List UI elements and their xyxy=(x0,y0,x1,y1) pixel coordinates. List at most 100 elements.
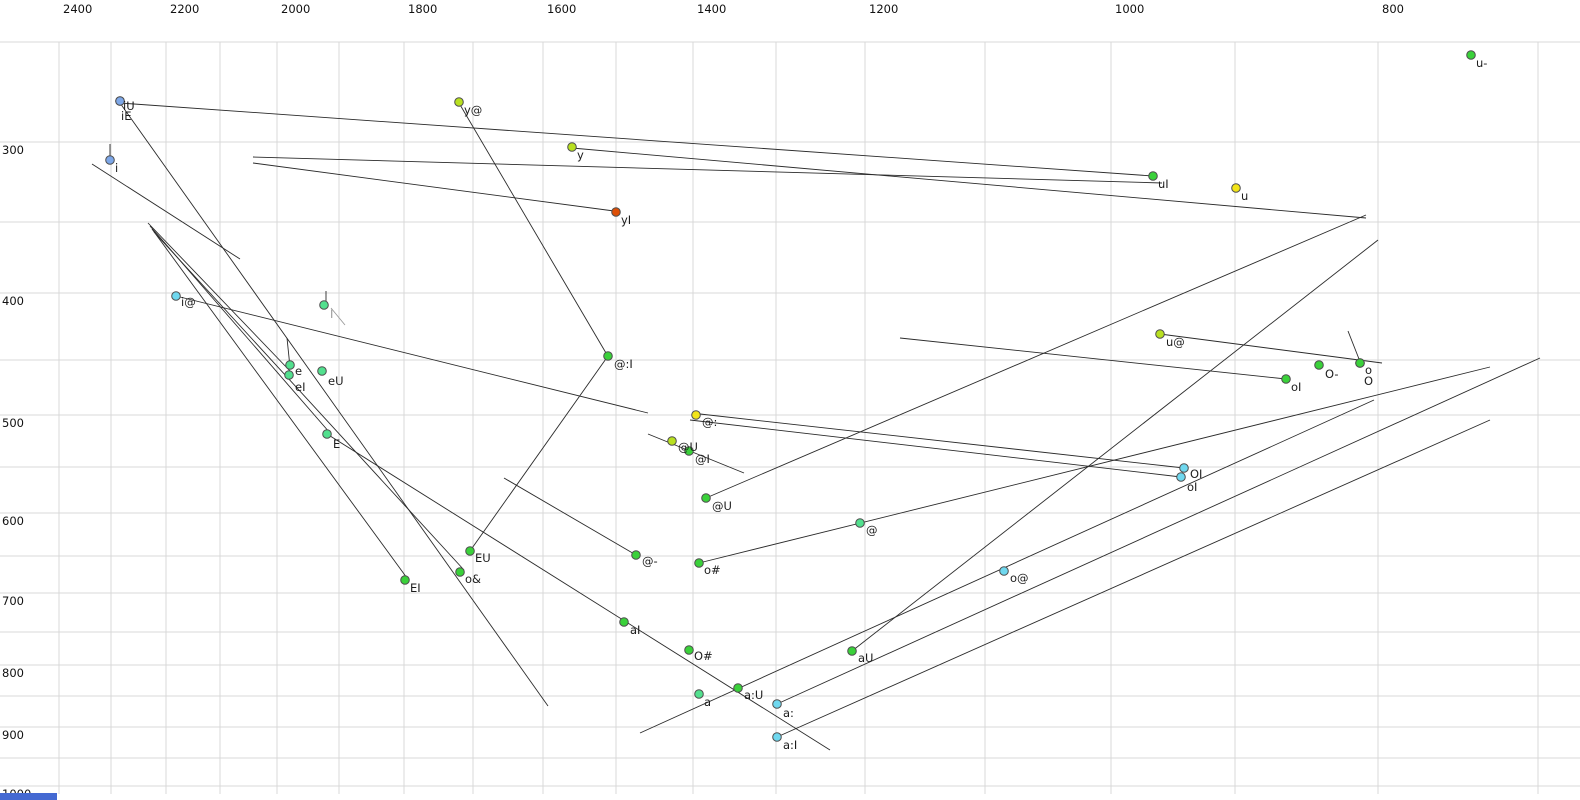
point-label-o&: o& xyxy=(465,572,481,586)
data-point-OI[interactable] xyxy=(1179,463,1189,473)
data-point-eU[interactable] xyxy=(317,366,327,376)
trajectory-line-24 xyxy=(699,413,1185,469)
point-label-o@: o@ xyxy=(1010,571,1029,585)
point-label-@U: @U xyxy=(678,440,698,454)
point-label-a:U: a:U xyxy=(744,688,763,702)
data-point-uI[interactable] xyxy=(1148,171,1158,181)
data-point-oI[interactable] xyxy=(1176,472,1186,482)
data-point-I[interactable] xyxy=(319,300,329,310)
data-point-@[interactable] xyxy=(855,518,865,528)
trajectory-line-2 xyxy=(252,162,615,212)
data-point-u@[interactable] xyxy=(1155,329,1165,339)
trajectory-line-27 xyxy=(776,357,1541,705)
trajectory-line-17 xyxy=(503,477,637,556)
x-axis-tick-label-1600: 1600 xyxy=(547,2,576,16)
trajectory-line-21 xyxy=(1159,333,1383,364)
data-point-e[interactable] xyxy=(285,360,295,370)
point-label-iU: iU xyxy=(123,99,135,113)
data-point-@-[interactable] xyxy=(631,550,641,560)
trajectory-line-29 xyxy=(851,239,1379,652)
point-label-eU: eU xyxy=(328,374,344,388)
data-point-O-[interactable] xyxy=(1314,360,1324,370)
axis-tick-layer: 2400 2200 2000 1800 1600 1400 1200 1000 800 300 40… xyxy=(2,2,1404,800)
point-label-yI: yI xyxy=(621,213,631,227)
data-point-EI[interactable] xyxy=(400,575,410,585)
trajectory-line-23 xyxy=(1347,330,1360,360)
point-label-u-: u- xyxy=(1476,56,1487,70)
data-point-o#[interactable] xyxy=(694,558,704,568)
trajectory-line-0 xyxy=(119,102,1154,177)
point-label-aI: aI xyxy=(630,623,640,637)
data-point-@U[interactable] xyxy=(701,493,711,503)
point-label-O: O xyxy=(1364,374,1373,388)
point-label-@:: @: xyxy=(702,415,717,429)
data-point-y[interactable] xyxy=(567,142,577,152)
point-label-@U: @U xyxy=(712,499,732,513)
trajectory-line-25 xyxy=(689,419,1182,478)
data-point-y@[interactable] xyxy=(454,97,464,107)
point-label-iE: iE xyxy=(121,109,131,123)
trajectory-line-20 xyxy=(647,433,745,474)
y-axis-tick-label-500: 500 xyxy=(2,416,24,430)
data-point-yI[interactable] xyxy=(611,207,621,217)
data-point-oI[interactable] xyxy=(1281,374,1291,384)
trajectory-line-26 xyxy=(639,399,1375,734)
trajectory-line-28 xyxy=(776,419,1491,738)
trajectory-line-3 xyxy=(458,102,607,354)
data-point-iE[interactable] xyxy=(115,96,125,106)
y-axis-tick-label-900: 900 xyxy=(2,728,24,742)
trajectory-line-5 xyxy=(119,102,549,707)
data-point-aI[interactable] xyxy=(619,617,629,627)
point-label-O-: O- xyxy=(1325,367,1339,381)
data-point-i@[interactable] xyxy=(171,291,181,301)
point-label-i: i xyxy=(115,161,118,175)
data-point-eI[interactable] xyxy=(284,370,294,380)
trajectory-line-19 xyxy=(705,214,1367,499)
data-point-layer xyxy=(105,50,1476,742)
point-label-O#: O# xyxy=(694,649,713,663)
data-point-@U[interactable] xyxy=(667,436,677,446)
point-label-a:I: a:I xyxy=(783,738,797,752)
data-point-a[interactable] xyxy=(694,689,704,699)
y-axis-tick-label-700: 700 xyxy=(2,594,24,608)
data-point-EU[interactable] xyxy=(465,546,475,556)
y-axis-tick-label-300: 300 xyxy=(2,143,24,157)
data-point-O#[interactable] xyxy=(684,645,694,655)
point-label-@I: @I xyxy=(695,452,710,466)
data-point-u[interactable] xyxy=(1231,183,1241,193)
data-point-a:I[interactable] xyxy=(772,732,782,742)
x-axis-tick-label-1200: 1200 xyxy=(869,2,898,16)
point-label-o#: o# xyxy=(704,563,721,577)
x-axis-tick-label-1400: 1400 xyxy=(697,2,726,16)
trajectory-line-9 xyxy=(151,228,408,579)
point-label-a: a xyxy=(704,695,711,709)
point-label-uI: uI xyxy=(1158,177,1169,191)
trajectory-line-1 xyxy=(252,156,1163,184)
data-point-u-[interactable] xyxy=(1466,50,1476,60)
data-point-o@[interactable] xyxy=(999,566,1009,576)
point-label-y@: y@ xyxy=(464,103,482,117)
trajectory-line-16 xyxy=(469,355,609,552)
data-point-i[interactable] xyxy=(105,155,115,165)
trajectory-line-6 xyxy=(91,163,241,260)
data-point-@:I[interactable] xyxy=(603,351,613,361)
y-axis-tick-label-400: 400 xyxy=(2,294,24,308)
point-label-i@: i@ xyxy=(181,295,196,309)
data-point-@I[interactable] xyxy=(684,446,694,456)
point-label-OI: OI xyxy=(1190,467,1202,481)
data-point-a:U[interactable] xyxy=(733,683,743,693)
bottom-left-blue-strip xyxy=(0,793,57,800)
data-point-O[interactable] xyxy=(1355,358,1365,368)
x-axis-tick-label-1000: 1000 xyxy=(1115,2,1144,16)
point-label-u@: u@ xyxy=(1166,335,1185,349)
point-label-E: E xyxy=(333,437,340,451)
data-point-@:[interactable] xyxy=(691,410,701,420)
data-point-aU[interactable] xyxy=(847,646,857,656)
data-point-E[interactable] xyxy=(322,429,332,439)
trajectory-line-22 xyxy=(899,337,1287,380)
point-label-EI: EI xyxy=(410,581,421,595)
data-point-a:[interactable] xyxy=(772,699,782,709)
data-point-o&[interactable] xyxy=(455,567,465,577)
